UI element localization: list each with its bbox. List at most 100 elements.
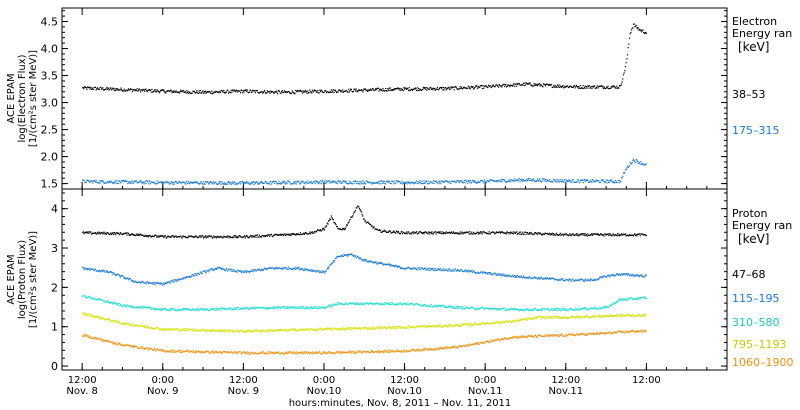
data-point — [457, 270, 459, 272]
data-point — [432, 179, 434, 182]
data-point — [481, 88, 484, 90]
data-point — [155, 309, 157, 311]
data-point — [94, 298, 97, 301]
data-point — [191, 274, 193, 276]
data-point — [250, 181, 252, 183]
data-point — [536, 277, 538, 279]
data-point — [226, 270, 228, 272]
data-point — [165, 329, 167, 331]
data-point — [402, 327, 404, 329]
data-point — [368, 328, 371, 330]
data-point — [276, 183, 279, 185]
data-point — [487, 180, 490, 182]
data-point — [83, 314, 85, 316]
data-point — [494, 180, 496, 182]
data-point — [607, 307, 609, 309]
data-point — [592, 86, 594, 88]
data-point — [491, 231, 494, 233]
data-point — [461, 308, 463, 310]
data-point — [587, 180, 589, 182]
data-point — [342, 228, 344, 230]
data-point — [392, 231, 394, 233]
data-point — [221, 237, 224, 239]
data-point — [448, 87, 450, 89]
data-point — [104, 319, 107, 321]
data-point — [161, 89, 163, 91]
data-point — [436, 269, 438, 271]
data-point — [534, 276, 536, 278]
data-point — [615, 234, 617, 236]
data-point — [303, 269, 305, 271]
data-point — [373, 226, 375, 228]
data-point — [415, 267, 417, 269]
data-point — [323, 227, 325, 229]
data-point — [233, 235, 235, 237]
data-point — [381, 231, 383, 233]
data-point — [345, 254, 347, 256]
data-point — [143, 282, 146, 284]
data-point — [382, 303, 384, 305]
data-point — [384, 230, 386, 232]
data-point — [103, 300, 105, 302]
data-point — [299, 89, 301, 91]
data-point — [397, 325, 400, 328]
data-point — [91, 233, 93, 235]
data-point — [357, 256, 359, 258]
data-point — [501, 307, 503, 310]
data-point — [256, 329, 258, 331]
data-point — [621, 234, 623, 236]
data-point — [336, 91, 338, 93]
data-point — [257, 236, 259, 238]
data-point — [359, 303, 361, 305]
data-point — [154, 283, 156, 286]
data-point — [404, 267, 406, 269]
data-point — [214, 330, 216, 332]
data-point — [506, 231, 508, 233]
data-point — [393, 88, 396, 90]
data-point — [439, 87, 441, 89]
data-point — [523, 179, 525, 181]
data-point — [309, 307, 312, 309]
data-point — [528, 309, 530, 311]
data-point — [580, 234, 582, 236]
data-point — [420, 304, 422, 307]
data-point — [278, 180, 280, 182]
data-point — [96, 316, 98, 319]
data-point — [344, 90, 346, 92]
data-point — [477, 308, 479, 310]
data-point — [452, 231, 455, 233]
data-point — [287, 91, 289, 93]
data-point — [112, 320, 114, 322]
data-point — [462, 270, 464, 273]
data-point — [173, 280, 175, 282]
data-point — [333, 303, 335, 305]
data-point — [441, 304, 443, 306]
data-point — [307, 328, 309, 330]
data-point — [156, 236, 158, 238]
data-point — [164, 181, 166, 183]
data-point — [315, 270, 318, 272]
data-point — [213, 91, 215, 93]
data-point — [446, 87, 448, 89]
data-point — [390, 182, 392, 185]
data-point — [291, 307, 293, 309]
data-point — [175, 90, 177, 92]
data-point — [102, 89, 105, 91]
data-point — [152, 181, 154, 183]
data-point — [469, 307, 471, 309]
data-point — [309, 328, 311, 330]
data-point — [119, 304, 121, 306]
data-point — [143, 183, 146, 185]
data-point — [321, 179, 324, 182]
data-point — [186, 276, 188, 278]
data-point — [139, 306, 141, 308]
data-point — [613, 235, 615, 237]
data-point — [371, 88, 373, 90]
data-point — [344, 254, 346, 256]
data-point — [127, 88, 130, 90]
data-point — [175, 180, 177, 183]
data-point — [250, 89, 252, 92]
data-point — [491, 308, 494, 310]
data-point — [237, 236, 240, 238]
data-point — [271, 329, 273, 331]
